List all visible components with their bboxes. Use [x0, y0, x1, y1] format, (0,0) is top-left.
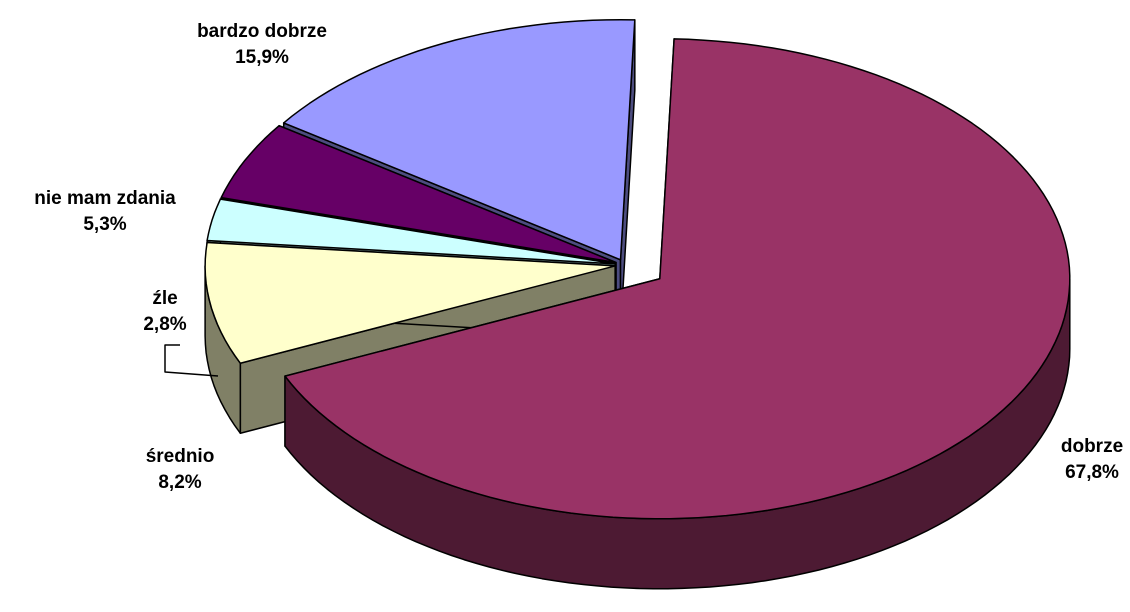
slice	[206, 198, 616, 265]
slice-value-label: 8,2%	[158, 472, 201, 493]
slice	[282, 19, 636, 261]
slice-value-label: 5,3%	[83, 214, 126, 235]
slice-label: nie mam zdania	[34, 188, 176, 209]
slice	[284, 38, 1071, 590]
slice-value-label: 2,8%	[143, 314, 186, 335]
slice-label: bardzo dobrze	[197, 21, 327, 42]
slice	[204, 241, 616, 364]
leader-line	[164, 344, 219, 377]
slice-label: średnio	[146, 446, 215, 467]
slice-value-label: 67,8%	[1065, 462, 1119, 483]
slice-label: źle	[152, 288, 177, 309]
slice-value-label: 15,9%	[235, 47, 289, 68]
slice-label: dobrze	[1061, 436, 1123, 457]
slice	[284, 38, 1071, 520]
slice	[220, 124, 617, 264]
